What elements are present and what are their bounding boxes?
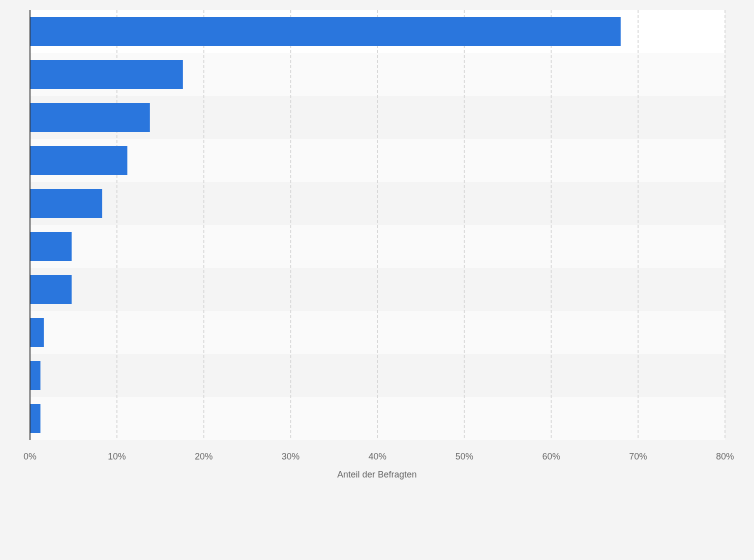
bar xyxy=(30,189,103,218)
x-tick-label: 60% xyxy=(542,451,560,461)
x-tick-label: 20% xyxy=(195,451,213,461)
bar xyxy=(30,60,183,89)
x-tick-label: 10% xyxy=(108,451,126,461)
bar xyxy=(30,17,621,46)
row-band xyxy=(30,182,725,225)
x-tick-label: 40% xyxy=(368,451,386,461)
bar xyxy=(30,318,44,347)
row-band xyxy=(30,268,725,311)
x-tick-label: 70% xyxy=(629,451,647,461)
row-band xyxy=(30,397,725,440)
bar xyxy=(30,404,41,433)
bar xyxy=(30,275,72,304)
x-tick-label: 30% xyxy=(282,451,300,461)
x-tick-label: 80% xyxy=(716,451,734,461)
bar xyxy=(30,103,150,132)
bar xyxy=(30,232,72,261)
bar xyxy=(30,146,128,175)
x-tick-label: 0% xyxy=(23,451,36,461)
x-tick-label: 50% xyxy=(455,451,473,461)
x-axis-label: Anteil der Befragten xyxy=(337,469,417,479)
bar xyxy=(30,361,41,390)
